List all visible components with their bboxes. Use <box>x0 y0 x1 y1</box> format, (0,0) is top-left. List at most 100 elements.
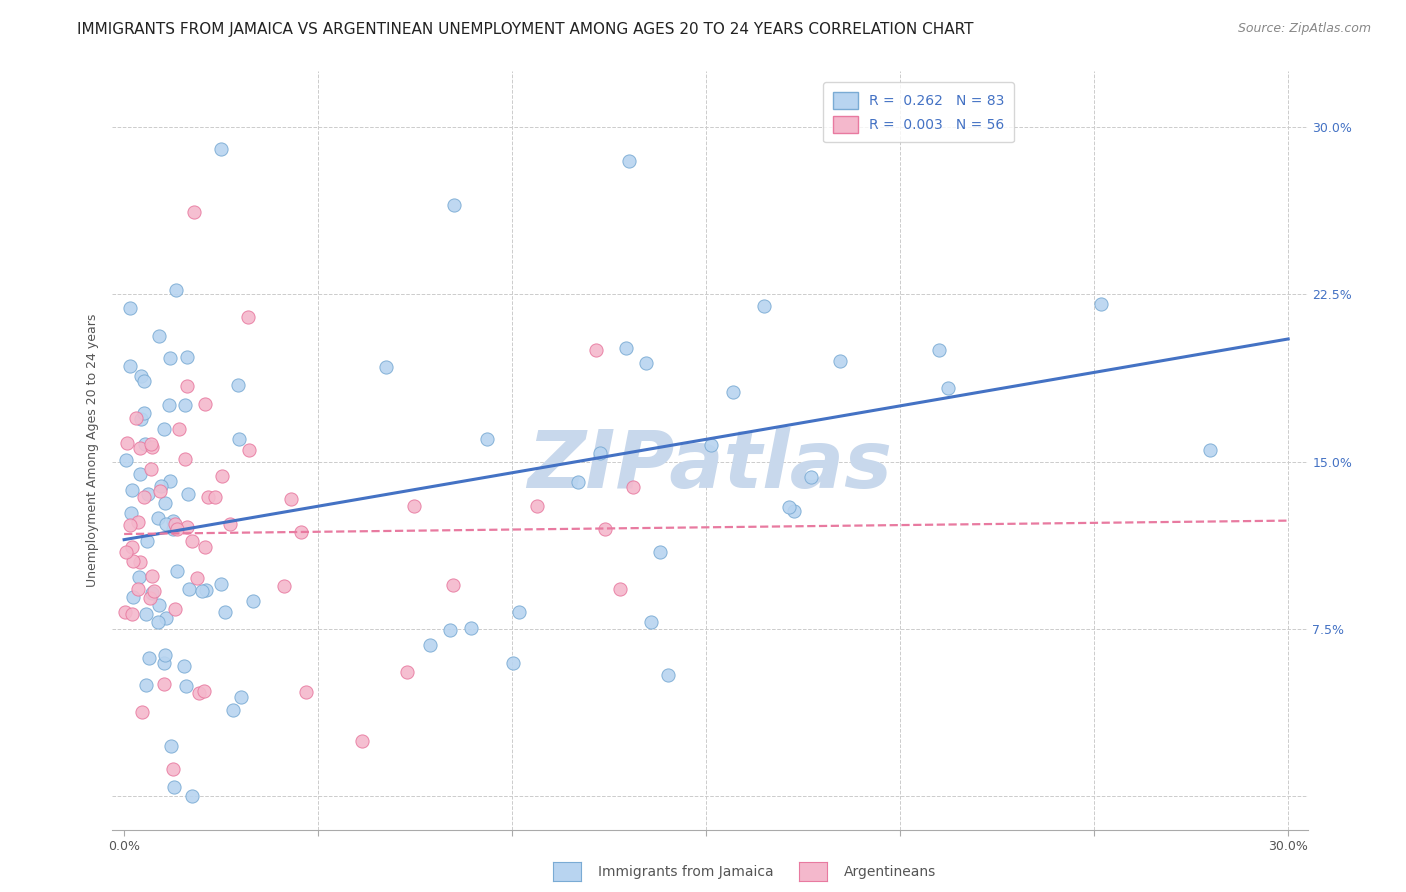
Point <box>350 734 373 748</box>
Point <box>526 499 548 513</box>
Point <box>176 350 198 364</box>
Point <box>800 470 823 484</box>
Point <box>640 615 662 630</box>
Point <box>657 668 679 682</box>
Point <box>700 438 723 452</box>
Point <box>153 422 176 436</box>
Point <box>134 490 156 504</box>
Point <box>121 541 143 555</box>
Point <box>128 555 150 569</box>
Point <box>146 511 169 525</box>
Point <box>204 491 226 505</box>
Point <box>443 198 465 212</box>
Point <box>139 462 162 476</box>
Point <box>183 205 205 219</box>
Point <box>160 739 183 753</box>
Point <box>115 545 138 559</box>
Point <box>186 571 208 585</box>
Point <box>141 586 163 600</box>
Point <box>138 650 160 665</box>
Point <box>1199 443 1222 458</box>
Point <box>163 601 186 615</box>
Point <box>721 384 744 399</box>
Point <box>273 579 295 593</box>
Point <box>242 594 264 608</box>
Point <box>153 496 176 510</box>
Point <box>153 677 176 691</box>
Point <box>115 436 138 450</box>
Point <box>128 570 150 584</box>
Point <box>609 582 631 596</box>
Point <box>127 515 149 529</box>
Point <box>129 368 152 383</box>
Point <box>136 534 159 549</box>
Point <box>441 578 464 592</box>
Point <box>502 656 524 670</box>
Point <box>139 591 162 606</box>
Point <box>193 684 215 698</box>
Point <box>396 665 419 679</box>
Point <box>174 679 197 693</box>
Point <box>617 153 640 168</box>
Point <box>128 441 150 455</box>
Point <box>135 607 157 621</box>
Point <box>129 412 152 426</box>
Point <box>163 516 186 531</box>
Point <box>648 544 671 558</box>
Point <box>460 622 482 636</box>
Point <box>187 686 209 700</box>
Point <box>477 432 499 446</box>
Point <box>143 583 166 598</box>
Point <box>134 375 156 389</box>
Point <box>194 541 217 555</box>
Point <box>162 762 184 776</box>
Point <box>165 283 187 297</box>
Point <box>180 789 202 804</box>
Point <box>121 483 143 498</box>
Point <box>295 684 318 698</box>
Point <box>508 605 530 619</box>
Point <box>595 522 617 536</box>
Point <box>238 310 260 324</box>
Point <box>162 522 184 536</box>
Point <box>155 648 177 663</box>
Point <box>209 577 232 591</box>
Point <box>120 359 142 373</box>
Point <box>141 569 163 583</box>
Point <box>209 143 232 157</box>
Point <box>174 451 197 466</box>
Point <box>177 582 200 596</box>
Point <box>290 524 312 539</box>
Point <box>166 564 188 578</box>
Point <box>228 432 250 446</box>
Point <box>169 422 191 436</box>
Point <box>218 517 240 532</box>
Point <box>589 446 612 460</box>
Text: Source: ZipAtlas.com: Source: ZipAtlas.com <box>1237 22 1371 36</box>
Point <box>226 377 249 392</box>
Point <box>134 406 156 420</box>
Point <box>131 705 153 719</box>
Point <box>176 519 198 533</box>
Point <box>197 491 219 505</box>
Y-axis label: Unemployment Among Ages 20 to 24 years: Unemployment Among Ages 20 to 24 years <box>86 314 100 587</box>
Point <box>121 554 143 568</box>
Point <box>778 500 800 514</box>
Point <box>118 301 141 316</box>
Point <box>783 504 806 518</box>
Point <box>153 656 176 670</box>
Point <box>280 491 302 506</box>
Point <box>146 615 169 630</box>
Point <box>159 474 181 488</box>
Point <box>155 611 177 625</box>
Text: Immigrants from Jamaica: Immigrants from Jamaica <box>598 865 773 880</box>
Text: ZIPatlas: ZIPatlas <box>527 426 893 505</box>
Point <box>162 780 184 794</box>
Point <box>115 453 138 467</box>
Point <box>828 354 851 368</box>
Point <box>238 442 260 457</box>
Point <box>121 607 143 622</box>
Point <box>634 356 657 370</box>
Point <box>149 483 172 498</box>
Point <box>177 487 200 501</box>
